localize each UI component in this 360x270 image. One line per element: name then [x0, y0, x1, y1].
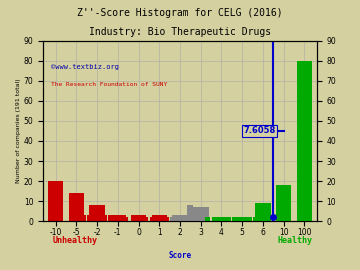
Text: Unhealthy: Unhealthy [52, 236, 97, 245]
Bar [122, 217, 127, 221]
Bar [255, 203, 271, 221]
Bar [205, 217, 211, 221]
Bar [276, 185, 291, 221]
Bar [188, 205, 193, 221]
Bar [69, 193, 84, 221]
Bar [191, 217, 197, 221]
Bar [253, 217, 259, 221]
Text: ©www.textbiz.org: ©www.textbiz.org [51, 65, 120, 70]
Bar [131, 215, 146, 221]
Text: 7.6058: 7.6058 [244, 126, 276, 136]
Bar [234, 217, 250, 221]
Text: The Research Foundation of SUNY: The Research Foundation of SUNY [51, 82, 168, 87]
Text: Healthy: Healthy [278, 236, 312, 245]
Y-axis label: Number of companies (191 total): Number of companies (191 total) [16, 79, 21, 183]
Bar [170, 217, 176, 221]
Bar [48, 181, 63, 221]
Bar [214, 217, 229, 221]
Bar [163, 217, 169, 221]
Bar [89, 205, 105, 221]
Text: Industry: Bio Therapeutic Drugs: Industry: Bio Therapeutic Drugs [89, 27, 271, 37]
Bar [152, 215, 167, 221]
Bar [184, 217, 190, 221]
Bar [143, 217, 148, 221]
Bar [149, 217, 155, 221]
Bar [101, 215, 107, 221]
Bar [80, 215, 86, 221]
Bar [110, 215, 126, 221]
Bar [172, 215, 188, 221]
Bar [212, 217, 217, 221]
Bar [246, 217, 252, 221]
Text: Z''-Score Histogram for CELG (2016): Z''-Score Histogram for CELG (2016) [77, 8, 283, 18]
Bar [87, 215, 93, 221]
Bar [193, 207, 208, 221]
Bar [225, 217, 231, 221]
Bar [233, 217, 238, 221]
X-axis label: Score: Score [168, 251, 192, 259]
Bar [108, 215, 114, 221]
Bar [297, 60, 312, 221]
